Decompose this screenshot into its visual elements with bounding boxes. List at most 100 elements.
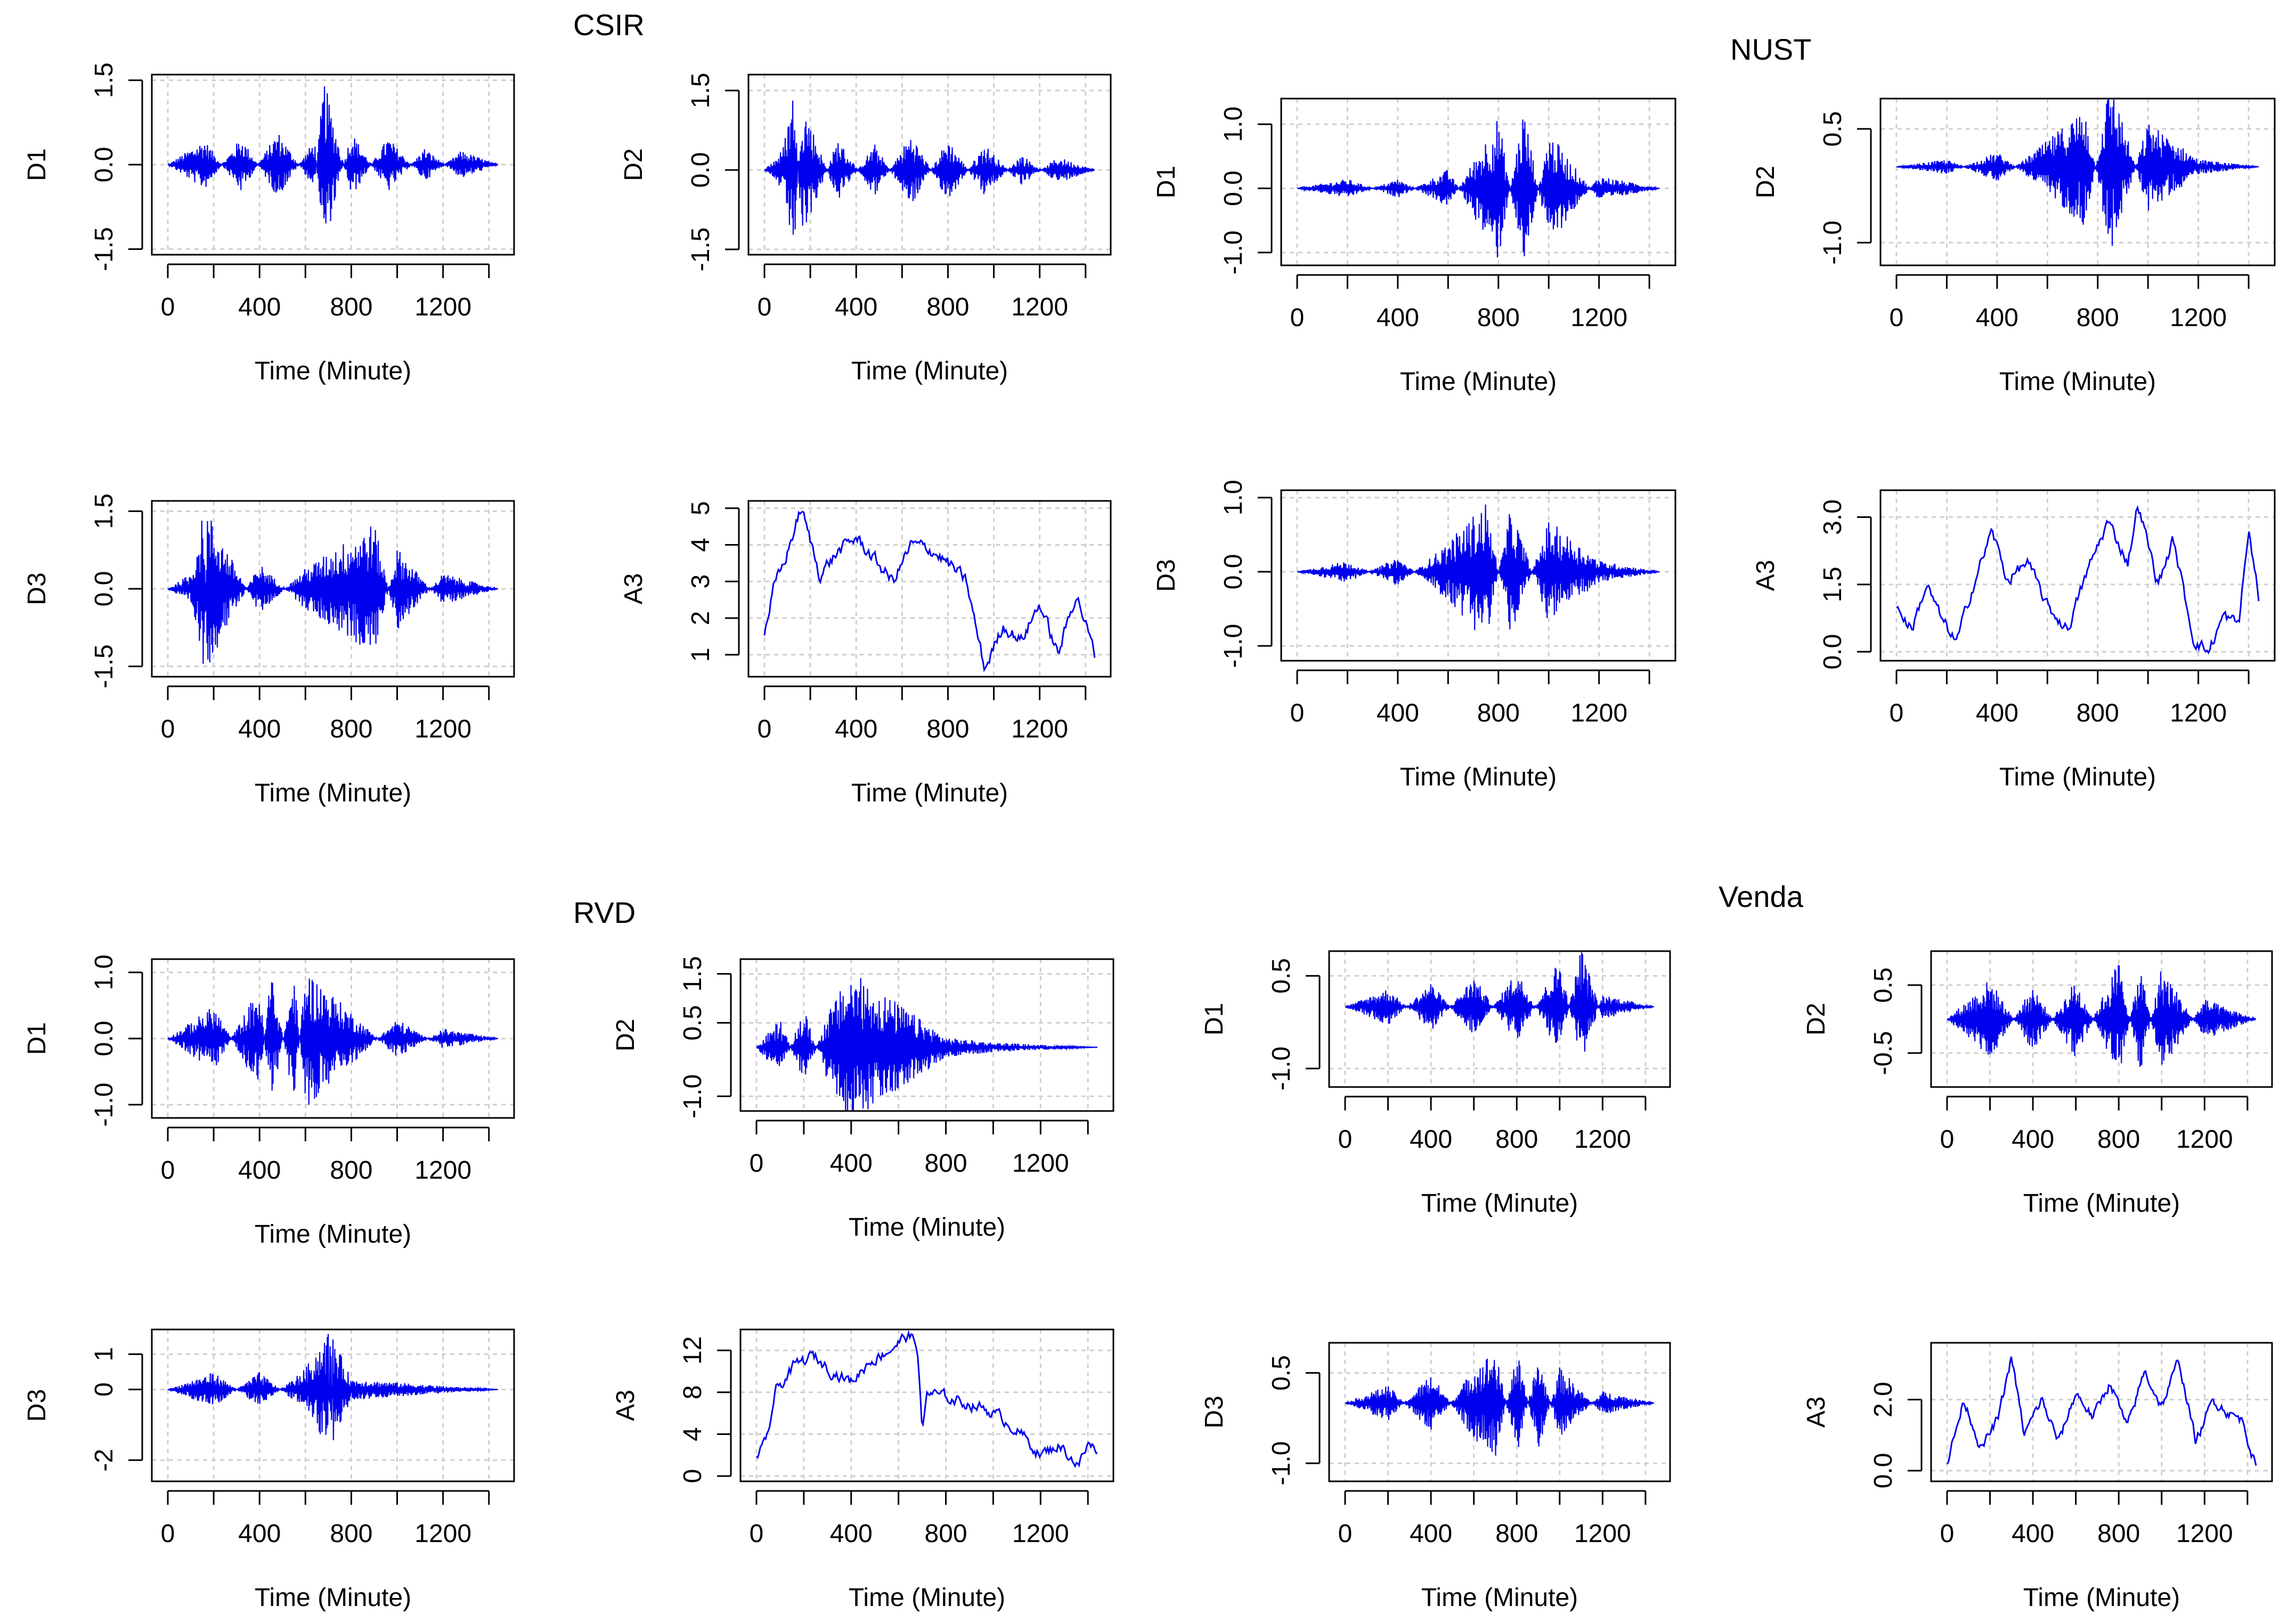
x-axis-label: Time (Minute) <box>2023 1189 2180 1218</box>
x-tick-label: 1200 <box>1012 1520 1069 1548</box>
y-tick-label: 0.0 <box>1219 554 1248 590</box>
x-tick-label: 400 <box>830 1520 873 1548</box>
chart-panel: 0 400 800 1200 Time (Minute) -1.0 0.5 D2 <box>1752 98 2276 396</box>
plot-frame <box>1879 489 2276 662</box>
x-tick-label: 400 <box>835 715 877 743</box>
x-tick-label: 1200 <box>414 715 471 743</box>
plot-frame <box>151 1328 515 1482</box>
series-line <box>167 1334 498 1440</box>
y-tick-label: 8 <box>679 1385 707 1400</box>
chart-panel: 0 400 800 1200 Time (Minute) 0 4 8 12 A3 <box>612 1328 1114 1612</box>
series-line <box>167 520 499 664</box>
group-title-rvd: RVD <box>573 896 636 929</box>
x-tick-label: 400 <box>1377 699 1419 727</box>
series-line <box>1297 119 1660 258</box>
y-tick-label: 1 <box>90 1347 118 1361</box>
y-tick-label: 0.0 <box>1219 171 1248 206</box>
x-tick-label: 0 <box>161 1520 175 1548</box>
y-axis-label: D1 <box>1200 1003 1228 1035</box>
x-tick-label: 1200 <box>1570 304 1627 332</box>
group-title-venda: Venda <box>1719 880 1803 913</box>
chart-panel: 0 400 800 1200 Time (Minute) -1.5 0.0 1.5 D1 <box>23 62 515 385</box>
y-axis-label: A3 <box>1802 1397 1830 1428</box>
x-tick-label: 0 <box>161 1156 175 1185</box>
y-axis-label: A3 <box>620 573 648 605</box>
plot-frame <box>1280 489 1676 662</box>
y-tick-label: -1.0 <box>679 1074 707 1118</box>
y-tick-label: -1.5 <box>90 227 118 271</box>
x-tick-label: 400 <box>830 1149 873 1178</box>
y-tick-label: -0.5 <box>1869 1031 1898 1075</box>
y-tick-label: 0.5 <box>1819 111 1847 147</box>
x-tick-label: 800 <box>330 293 372 321</box>
x-tick-label: 1200 <box>1574 1125 1631 1154</box>
x-axis-label: Time (Minute) <box>2023 1584 2180 1612</box>
y-tick-label: -1.0 <box>90 1083 118 1127</box>
x-tick-label: 0 <box>750 1149 764 1178</box>
x-axis-label: Time (Minute) <box>1421 1189 1578 1218</box>
series-line <box>756 978 1097 1112</box>
y-axis-label: D3 <box>23 572 51 605</box>
y-tick-label: -1.0 <box>1267 1047 1296 1091</box>
y-tick-label: -1.5 <box>687 228 715 272</box>
x-tick-label: 400 <box>2012 1125 2054 1154</box>
y-axis-label: A3 <box>612 1390 640 1421</box>
x-tick-label: 800 <box>2097 1520 2140 1548</box>
plot-frame <box>1930 950 2273 1088</box>
y-tick-label: 1.0 <box>1219 107 1248 142</box>
x-tick-label: 800 <box>926 715 969 743</box>
y-tick-label: 1.5 <box>679 956 707 992</box>
x-axis-label: Time (Minute) <box>1999 763 2156 791</box>
plot-frame <box>1930 1342 2273 1482</box>
y-tick-label: 12 <box>679 1336 707 1365</box>
series-line <box>1946 1356 2257 1466</box>
x-tick-label: 800 <box>926 293 969 321</box>
y-axis-label: D3 <box>1200 1396 1228 1428</box>
x-tick-label: 0 <box>758 715 772 743</box>
y-tick-label: 4 <box>687 538 715 552</box>
x-tick-label: 400 <box>1410 1520 1452 1548</box>
chart-panel: 0 400 800 1200 Time (Minute) -1.0 0.0 1.0 D3 <box>1152 480 1676 791</box>
x-tick-label: 1200 <box>1570 699 1627 727</box>
y-tick-label: -1.5 <box>90 644 118 688</box>
x-tick-label: 400 <box>1410 1125 1452 1154</box>
x-tick-label: 1200 <box>2176 1520 2233 1548</box>
y-tick-label: 4 <box>679 1427 707 1441</box>
series-line <box>167 978 499 1105</box>
y-tick-label: 0.0 <box>687 152 715 188</box>
plot-frame <box>151 74 515 256</box>
y-axis-label: D2 <box>1752 166 1780 198</box>
y-axis-label: D1 <box>1152 166 1180 198</box>
x-tick-label: 1200 <box>1574 1520 1631 1548</box>
x-tick-label: 400 <box>238 1520 281 1548</box>
y-tick-label: 1 <box>687 647 715 662</box>
series-line <box>1896 505 2260 655</box>
x-tick-label: 0 <box>750 1520 764 1548</box>
chart-panel: 0 400 800 1200 Time (Minute) 1 2 3 4 5 A3 <box>620 500 1112 807</box>
group-title-nust: NUST <box>1730 33 1812 66</box>
x-tick-label: 1200 <box>1012 1149 1069 1178</box>
x-tick-label: 400 <box>1377 304 1419 332</box>
y-axis-label: A3 <box>1752 560 1780 591</box>
x-tick-label: 0 <box>1890 699 1904 727</box>
chart-panel: 0 400 800 1200 Time (Minute) -1.0 0.0 1.0 D1 <box>1152 98 1676 396</box>
y-tick-label: 1.0 <box>90 954 118 990</box>
x-axis-label: Time (Minute) <box>1999 368 2156 396</box>
chart-panel: 0 400 800 1200 Time (Minute) -0.5 0.5 D2 <box>1802 950 2273 1218</box>
plot-frame <box>151 500 515 678</box>
y-axis-label: D3 <box>23 1389 51 1422</box>
y-axis-label: D2 <box>1802 1003 1830 1035</box>
x-tick-label: 1200 <box>1011 293 1068 321</box>
series-line <box>1345 1358 1655 1456</box>
y-axis-label: D2 <box>612 1019 640 1051</box>
x-tick-label: 1200 <box>414 293 471 321</box>
x-tick-label: 0 <box>758 293 772 321</box>
y-tick-label: 0.0 <box>90 571 118 607</box>
x-tick-label: 800 <box>2077 304 2119 332</box>
plot-frame <box>739 1328 1114 1482</box>
plot-frame <box>1280 98 1676 266</box>
x-tick-label: 800 <box>925 1520 967 1548</box>
plot-frame <box>747 500 1112 678</box>
y-tick-label: 0.5 <box>1267 1355 1296 1391</box>
y-tick-label: 3 <box>687 574 715 589</box>
